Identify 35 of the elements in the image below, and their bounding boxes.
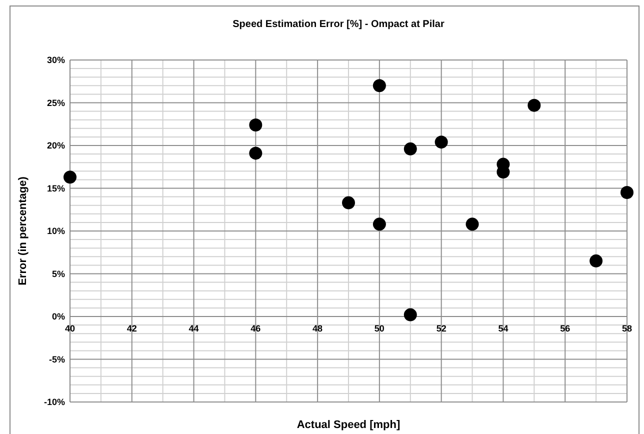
y-axis-title: Error (in percentage) [17,176,29,286]
point [590,254,603,268]
x-tick-label: 52 [436,324,446,334]
point [528,98,541,112]
point [404,308,417,322]
y-tick-label: -10% [44,397,65,408]
point [466,218,479,231]
x-tick-label: 46 [250,324,261,334]
x-tick-label: 56 [560,324,570,334]
y-tick-label: 5% [52,268,65,279]
y-tick-label: 15% [46,183,65,194]
x-tick-label: 40 [64,324,76,334]
y-tick-label: 25% [46,98,65,108]
point [372,79,386,92]
point [249,146,262,160]
point [434,136,448,149]
x-tick-label: 48 [312,324,323,334]
y-tick-label: -5% [48,354,65,364]
x-tick-label: 50 [374,324,384,334]
point [372,218,386,231]
x-tick-label: 44 [188,324,199,334]
y-tick-label: 0% [52,312,65,322]
chart-title: Speed Estimation Error [%] - Ompact at Pilar [232,19,444,30]
x-tick-label: 54 [498,324,508,334]
point [249,118,262,132]
point [64,170,76,184]
point [342,196,355,210]
y-tick-label: 10% [46,226,65,236]
x-axis-title: Actual Speed [mph] [296,419,400,431]
x-tick-label: 58 [622,324,632,334]
y-tick-label: 20% [46,140,65,151]
point [404,142,417,156]
y-tick-label: 30% [46,55,65,66]
point [620,186,634,200]
x-tick-label: 42 [126,324,137,334]
